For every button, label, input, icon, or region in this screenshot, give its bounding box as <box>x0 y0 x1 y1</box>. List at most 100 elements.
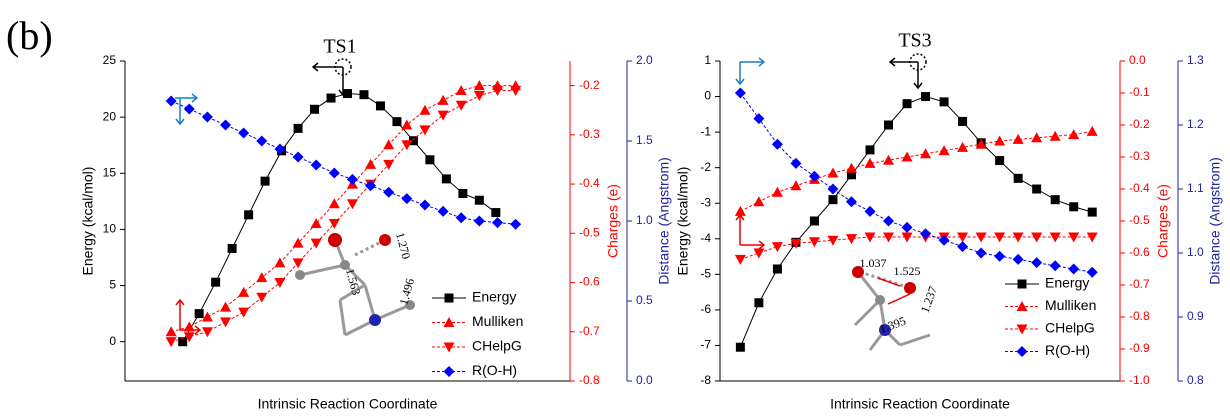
marker <box>920 148 931 158</box>
marker <box>261 177 270 186</box>
annotation: 1.237 <box>918 284 940 314</box>
marker <box>456 101 467 111</box>
y2-tick-label: -0.5 <box>579 225 600 239</box>
y3-tick-label: 2.0 <box>636 53 653 67</box>
legend-marker <box>1018 280 1027 289</box>
y2-tick-label: -0.5 <box>1129 213 1150 227</box>
legend-marker <box>1017 346 1028 357</box>
marker <box>438 111 449 121</box>
marker <box>474 216 485 227</box>
marker <box>202 327 213 337</box>
marker <box>772 242 783 252</box>
y3-tick-label: 1.1 <box>1187 181 1204 195</box>
marker <box>491 208 500 217</box>
y3-tick-label: 1.0 <box>1187 245 1204 259</box>
y-tick-label: 0 <box>704 89 711 103</box>
annotation: 1.037 <box>860 256 887 270</box>
marker <box>327 94 336 103</box>
marker <box>828 195 837 204</box>
marker <box>438 95 449 105</box>
marker <box>510 86 521 96</box>
marker <box>425 155 434 164</box>
legend-marker <box>444 366 455 377</box>
marker <box>1087 126 1098 136</box>
marker <box>827 184 838 195</box>
marker <box>735 206 746 216</box>
y-tick-label: -1 <box>700 124 711 138</box>
series-line <box>740 131 1092 211</box>
marker <box>773 265 782 274</box>
marker <box>475 196 484 205</box>
marker <box>1088 208 1097 217</box>
marker <box>939 235 950 246</box>
legend-label: R(O-H) <box>1045 342 1090 358</box>
marker <box>1031 257 1042 268</box>
y2-tick-label: -1.0 <box>1129 373 1150 387</box>
marker <box>244 210 253 219</box>
y-tick-label: 20 <box>103 109 117 123</box>
marker <box>846 196 857 207</box>
y2-tick-label: -0.6 <box>579 275 600 289</box>
marker <box>474 91 485 101</box>
y2-tick-label: -0.3 <box>579 127 600 141</box>
marker <box>256 293 267 303</box>
y3-axis-title: Distance (Angstrom) <box>1207 157 1223 285</box>
marker <box>343 89 352 98</box>
legend-label: CHelpG <box>1045 320 1095 336</box>
marker <box>753 196 764 206</box>
marker <box>866 145 875 154</box>
marker <box>883 216 894 227</box>
y2-tick-label: -0.8 <box>579 373 600 387</box>
marker <box>256 272 267 282</box>
legend-marker <box>445 294 454 303</box>
annotation: 1.563 <box>343 267 364 297</box>
marker <box>753 249 764 259</box>
y-axis-title: Energy (kcal/mol) <box>80 167 96 276</box>
y3-tick-label: 1.2 <box>1187 117 1204 131</box>
marker <box>772 139 783 150</box>
legend-label: Mulliken <box>472 313 523 329</box>
marker <box>220 302 231 312</box>
marker <box>920 228 931 239</box>
marker <box>211 278 220 287</box>
annotation: 1.525 <box>894 264 921 278</box>
marker <box>474 80 485 90</box>
marker <box>220 120 231 131</box>
marker <box>383 187 394 198</box>
y2-tick-label: -0.2 <box>579 78 600 92</box>
y3-tick-label: 1.5 <box>636 133 653 147</box>
x-axis-title: Intrinsic Reaction Coordinate <box>830 396 1010 412</box>
marker <box>958 117 967 126</box>
marker <box>238 128 249 139</box>
y3-tick-label: 0.9 <box>1187 309 1204 323</box>
marker <box>957 241 968 252</box>
legend-label: Energy <box>1045 275 1089 291</box>
y2-tick-label: -0.7 <box>1129 277 1150 291</box>
marker <box>994 136 1005 146</box>
marker <box>1068 264 1079 275</box>
marker <box>195 309 204 318</box>
marker <box>256 136 267 147</box>
annotation: TS1 <box>323 36 356 58</box>
marker <box>846 234 857 244</box>
marker <box>310 105 319 114</box>
y2-axis-title: Charges (e) <box>605 184 621 258</box>
marker <box>329 168 340 179</box>
marker <box>753 113 764 124</box>
y2-axis-title: Charges (e) <box>1155 184 1171 258</box>
series-line <box>171 101 515 224</box>
marker <box>359 90 368 99</box>
marker <box>1051 195 1060 204</box>
marker <box>903 99 912 108</box>
y2-tick-label: -0.9 <box>1129 341 1150 355</box>
y-tick-label: -2 <box>700 160 711 174</box>
figure: (b) Intrinsic Reaction Coordinate0510152… <box>0 0 1230 416</box>
marker <box>347 174 358 185</box>
marker <box>401 193 412 204</box>
y-tick-label: 0 <box>109 334 116 348</box>
marker <box>1050 131 1061 141</box>
legend-label: Mulliken <box>1045 297 1096 313</box>
marker <box>238 287 249 297</box>
marker <box>442 174 451 183</box>
y3-tick-label: 0.0 <box>636 373 653 387</box>
